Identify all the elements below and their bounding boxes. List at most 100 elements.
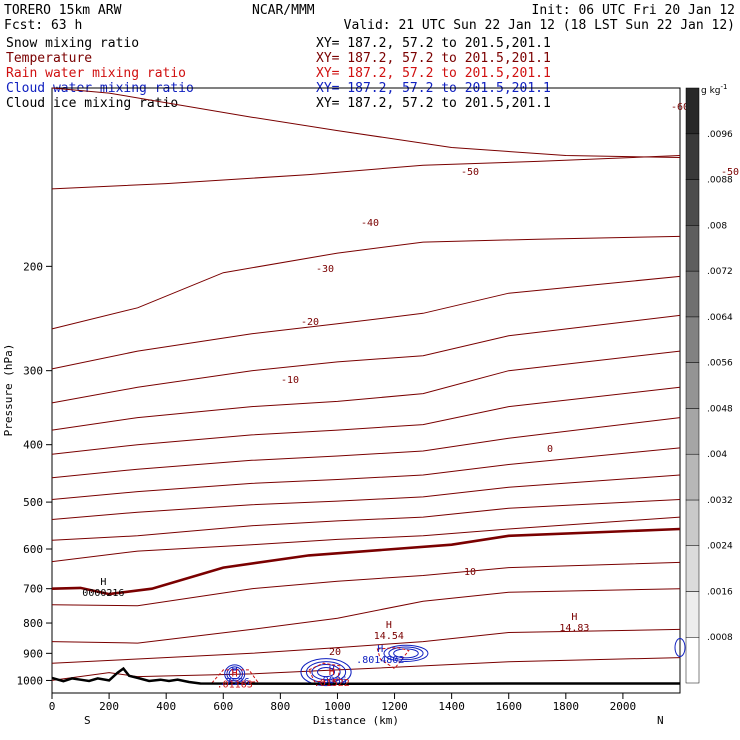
max-marker-value: .9086 bbox=[317, 676, 347, 687]
x-tick-label: 1800 bbox=[553, 700, 580, 713]
x-axis-label: Distance (km) bbox=[313, 714, 399, 727]
y-tick-label: 900 bbox=[23, 647, 43, 660]
max-marker-value: .01163 bbox=[217, 680, 253, 691]
isotherm-line bbox=[51, 417, 681, 479]
temperature-contours: -60-60-50-50-40-40-30-30-30-20-20-20-10-… bbox=[51, 87, 739, 681]
terrain-line bbox=[51, 666, 680, 686]
colorbar-tick-label: .004 bbox=[707, 450, 727, 460]
cloud-water-contour bbox=[311, 663, 341, 681]
y-tick-label: 300 bbox=[23, 365, 43, 378]
isotherm-label: -10 bbox=[281, 375, 299, 386]
max-marker-letter: H bbox=[571, 612, 577, 623]
cloud-water-contour bbox=[226, 666, 243, 682]
cloud-water-contour bbox=[383, 644, 429, 662]
x-tick-label: 1600 bbox=[495, 700, 522, 713]
colorbar-segment bbox=[685, 179, 700, 226]
colorbar-tick-label: .0032 bbox=[707, 496, 733, 506]
max-marker-value: 0000216 bbox=[82, 588, 124, 599]
field-name: Rain water mixing ratio bbox=[6, 66, 186, 81]
isotherm-label: -60 bbox=[671, 102, 689, 113]
cloud-water-contour bbox=[393, 648, 419, 659]
isotherm-label: -20 bbox=[301, 317, 319, 328]
x-tick-label: 800 bbox=[270, 700, 290, 713]
extrema-markers: H0000216H14.54H14.83H.7536H.01163H.9086H… bbox=[82, 577, 589, 691]
field-xy-range: XY= 187.2, 57.2 to 201.5,201.1 bbox=[316, 36, 551, 51]
colorbar-tick-label: .0088 bbox=[707, 176, 733, 186]
isotherm-line bbox=[51, 628, 681, 664]
max-marker-value: .01522 bbox=[314, 678, 350, 689]
field-name: Snow mixing ratio bbox=[6, 36, 139, 51]
cloud-water-contour bbox=[317, 666, 336, 678]
isotherm-line bbox=[51, 561, 681, 607]
x-tick-label: 1400 bbox=[438, 700, 465, 713]
south-label: S bbox=[84, 714, 91, 727]
isotherm-line bbox=[51, 516, 681, 563]
max-marker-letter: H bbox=[377, 644, 383, 655]
colorbar-segment bbox=[685, 225, 700, 272]
x-tick-label: 400 bbox=[156, 700, 176, 713]
model-title: TORERO 15km ARW bbox=[4, 3, 122, 18]
colorbar-segment bbox=[685, 87, 700, 135]
colorbar-units: g kg-1 bbox=[701, 83, 727, 96]
isotherm-label: -30 bbox=[316, 264, 334, 275]
plot-frame bbox=[51, 87, 681, 694]
max-marker-value: .7536 bbox=[220, 677, 250, 688]
max-marker-value: 14.83 bbox=[559, 623, 589, 634]
north-label: N bbox=[657, 714, 664, 727]
colorbar-segment bbox=[685, 545, 700, 592]
organization: NCAR/MMM bbox=[252, 3, 315, 18]
isotherm-line bbox=[51, 314, 681, 404]
x-tick-label: 200 bbox=[99, 700, 119, 713]
max-marker-letter: H bbox=[100, 577, 106, 588]
colorbar-segment bbox=[685, 133, 700, 180]
colorbar-segment bbox=[685, 453, 700, 501]
y-axis-label: Pressure (hPa) bbox=[2, 344, 15, 437]
x-tick-label: 2000 bbox=[610, 700, 637, 713]
isotherm-line bbox=[51, 275, 681, 370]
forecast-hour: Fcst: 63 h bbox=[4, 18, 82, 33]
max-marker-letter: H bbox=[386, 620, 392, 631]
colorbar-tick-label: .008 bbox=[707, 221, 727, 231]
terrain bbox=[51, 666, 680, 686]
y-tick-label: 600 bbox=[23, 543, 43, 556]
axes: 0 200 400 600 800 1000 1200 1400 1600 1800 2000200… bbox=[17, 260, 637, 713]
cloud-water-contour bbox=[228, 668, 241, 680]
cloud-water-contour bbox=[388, 646, 424, 661]
rain-water-contour bbox=[308, 662, 341, 683]
colorbar-tick-label: .0072 bbox=[707, 267, 733, 277]
y-tick-label: 1000 bbox=[17, 674, 44, 687]
field-legend: Snow mixing ratio XY= 187.2, 57.2 to 201.… bbox=[6, 36, 551, 111]
field-xy-range: XY= 187.2, 57.2 to 201.5,201.1 bbox=[316, 96, 551, 111]
isotherm-label: 10 bbox=[464, 567, 476, 578]
field-name: Cloud ice mixing ratio bbox=[6, 96, 178, 111]
colorbar-segment bbox=[685, 499, 700, 546]
max-marker-letter: H bbox=[329, 667, 335, 678]
isotherm-line bbox=[51, 447, 681, 500]
x-tick-label: 600 bbox=[213, 700, 233, 713]
field-name: Temperature bbox=[6, 51, 92, 66]
cloud-water-contour bbox=[674, 638, 686, 658]
header: TORERO 15km ARW NCAR/MMM Init: 06 UTC Fr… bbox=[4, 3, 735, 33]
x-tick-label: 0 bbox=[49, 700, 56, 713]
isotherm-line bbox=[51, 235, 681, 330]
colorbar-tick-label: .0016 bbox=[707, 587, 733, 597]
valid-time: Valid: 21 UTC Sun 22 Jan 12 (18 LST Sun … bbox=[344, 18, 735, 33]
colorbar-segment bbox=[685, 591, 700, 638]
hydrometeor-contours bbox=[210, 638, 686, 687]
isotherm-line bbox=[51, 474, 681, 520]
isotherm-line bbox=[51, 87, 681, 158]
isotherm-label: -50 bbox=[721, 167, 739, 178]
colorbar-segment bbox=[685, 270, 700, 318]
isotherm-line bbox=[51, 588, 681, 644]
max-marker-value: 14.54 bbox=[374, 631, 404, 642]
rain-water-contour bbox=[210, 669, 259, 685]
colorbar-tick-label: .0024 bbox=[707, 542, 733, 552]
y-tick-label: 700 bbox=[23, 583, 43, 596]
colorbar-tick-label: .0064 bbox=[707, 313, 733, 323]
y-tick-label: 500 bbox=[23, 496, 43, 509]
isotherm-label: -40 bbox=[361, 218, 379, 229]
isotherm-line bbox=[51, 350, 681, 431]
colorbar-segment bbox=[685, 362, 700, 409]
y-tick-label: 200 bbox=[23, 260, 43, 273]
